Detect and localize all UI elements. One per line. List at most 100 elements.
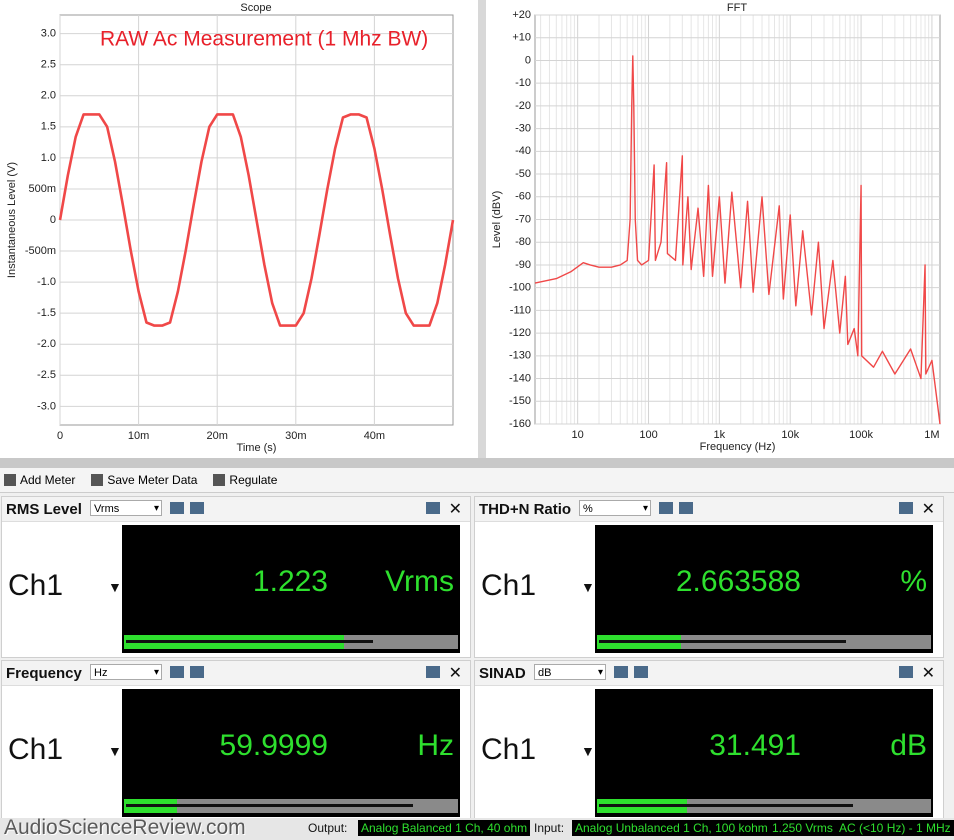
meter-panel: Frequency Hz ✕ Ch1 ▼ 59.9999 Hz [1, 660, 471, 822]
x-tick-label: 10 [572, 429, 584, 441]
close-button[interactable]: ✕ [448, 665, 462, 682]
toolbar-icon [213, 474, 226, 486]
graph-divider [478, 0, 486, 458]
meter-bar-peak [599, 804, 853, 807]
output-label: Output: [308, 821, 348, 835]
close-button[interactable]: ✕ [921, 501, 935, 518]
popout-icon[interactable] [899, 666, 913, 678]
meter-display: 2.663588% [595, 525, 933, 653]
channel-dropdown[interactable]: ▼ [108, 743, 122, 759]
y-tick-label: -60 [515, 191, 531, 203]
channel-label: Ch1 [481, 733, 537, 766]
settings-icon[interactable] [679, 502, 693, 514]
y-tick-label: -50 [515, 168, 531, 180]
chart-title: Scope [240, 2, 271, 14]
y-tick-label: 3.0 [41, 28, 56, 40]
meter-reading: 59.9999 [219, 729, 328, 762]
close-button[interactable]: ✕ [921, 665, 935, 682]
meter-title: Frequency [6, 665, 82, 682]
meter-bar [124, 635, 458, 649]
toolbar-button[interactable]: Add Meter [0, 473, 79, 487]
toolbar-button-label: Save Meter Data [107, 473, 198, 487]
chart-title: FFT [727, 2, 747, 14]
graph-options-icon[interactable] [170, 502, 184, 514]
unit-select[interactable]: Vrms [90, 500, 162, 517]
meter-header: THD+N Ratio% ✕ [475, 497, 943, 522]
meter-display: 1.223 Vrms [122, 525, 460, 653]
meter-bar [597, 799, 931, 813]
unit-select[interactable]: dB [534, 664, 606, 681]
meter-title: RMS Level [6, 501, 82, 518]
meter-panel: THD+N Ratio% ✕ Ch1 ▼2.663588% [474, 496, 944, 658]
meter-bar-peak [599, 640, 847, 643]
y-tick-label: -80 [515, 236, 531, 248]
meter-bar-peak [126, 804, 414, 807]
y-tick-label: -1.0 [37, 276, 56, 288]
close-button[interactable]: ✕ [448, 501, 462, 518]
x-tick-label: 10k [781, 429, 799, 441]
popout-icon[interactable] [426, 666, 440, 678]
y-tick-label: 0 [50, 214, 56, 226]
y-tick-label: -90 [515, 259, 531, 271]
toolbar-icon [4, 474, 16, 486]
y-tick-label: -130 [509, 350, 531, 362]
meter-title: THD+N Ratio [479, 501, 572, 518]
meter-reading: 31.491 [709, 729, 801, 762]
output-setting[interactable]: Analog Balanced 1 Ch, 40 ohm [358, 820, 531, 836]
x-tick-label: 100 [639, 429, 657, 441]
bandwidth-setting[interactable]: AC (<10 Hz) - 1 MHz [836, 820, 954, 836]
toolbar-button[interactable]: Regulate [209, 473, 281, 487]
watermark: AudioScienceReview.com [4, 816, 246, 839]
toolbar-button-label: Regulate [229, 473, 278, 487]
toolbar-button[interactable]: Save Meter Data [87, 473, 201, 487]
meter-reading: 2.663588 [675, 565, 801, 598]
x-tick-label: 1M [924, 429, 939, 441]
graph-options-icon[interactable] [614, 666, 628, 678]
channel-label: Ch1 [481, 569, 537, 602]
toolbar-button-label: Add Meter [20, 473, 76, 487]
x-tick-label: 100k [849, 429, 873, 441]
meter-header: Frequency Hz ✕ [2, 661, 470, 686]
y-tick-label: -10 [515, 77, 531, 89]
data-line [534, 55, 941, 425]
input-setting[interactable]: Analog Unbalanced 1 Ch, 100 kohm [572, 820, 771, 836]
x-tick-label: 40m [364, 430, 385, 442]
y-tick-label: -2.5 [37, 369, 56, 381]
channel-dropdown[interactable]: ▼ [581, 579, 595, 595]
y-tick-label: -500m [25, 245, 56, 257]
y-tick-label: 2.5 [41, 59, 56, 71]
graph-options-icon[interactable] [659, 502, 673, 514]
y-tick-label: 2.0 [41, 90, 56, 102]
x-tick-label: 30m [285, 430, 306, 442]
meter-bar-peak [126, 640, 374, 643]
channel-label: Ch1 [8, 733, 64, 766]
unit-select[interactable]: % [579, 500, 651, 517]
channel-dropdown[interactable]: ▼ [581, 743, 595, 759]
level-setting[interactable]: 1.250 Vrms [769, 820, 836, 836]
meter-header: RMS Level Vrms ✕ [2, 497, 470, 522]
y-tick-label: +10 [512, 32, 531, 44]
y-tick-label: -150 [509, 395, 531, 407]
y-axis-label: Level (dBV) [491, 191, 503, 248]
input-label: Input: [534, 821, 565, 835]
settings-icon[interactable] [190, 502, 204, 514]
splitter[interactable] [0, 458, 954, 468]
x-axis-label: Time (s) [237, 442, 277, 454]
graph-options-icon[interactable] [170, 666, 184, 678]
channel-label: Ch1 [8, 569, 64, 602]
toolbar-icon [91, 474, 104, 486]
x-axis-label: Frequency (Hz) [700, 441, 776, 453]
y-tick-label: -2.0 [37, 338, 56, 350]
meter-reading: 1.223 [252, 565, 328, 598]
channel-dropdown[interactable]: ▼ [108, 579, 122, 595]
y-tick-label: -40 [515, 145, 531, 157]
meter-display: 31.491 dB [595, 689, 933, 817]
popout-icon[interactable] [899, 502, 913, 514]
popout-icon[interactable] [426, 502, 440, 514]
settings-icon[interactable] [190, 666, 204, 678]
meter-bar [124, 799, 458, 813]
settings-icon[interactable] [634, 666, 648, 678]
unit-select[interactable]: Hz [90, 664, 162, 681]
x-tick-label: 1k [714, 429, 726, 441]
